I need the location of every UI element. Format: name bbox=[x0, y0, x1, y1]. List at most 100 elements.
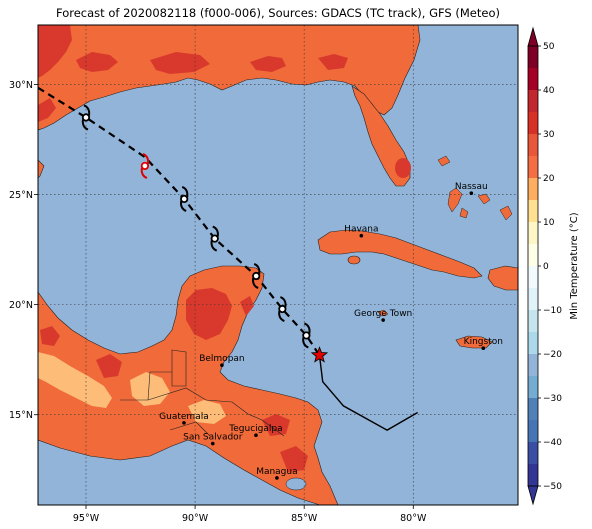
colorbar-band bbox=[528, 288, 538, 311]
land-us-gulf-coast bbox=[38, 25, 421, 131]
storm-arm-bottom bbox=[278, 310, 285, 322]
city-label: Belmopan bbox=[199, 354, 244, 364]
colorbar-band bbox=[528, 134, 538, 157]
map-frame bbox=[37, 24, 519, 506]
storm-arm-bottom bbox=[251, 277, 259, 289]
temperature-patch-yucatan bbox=[186, 288, 232, 340]
city-dot bbox=[254, 433, 258, 438]
map-gridlines bbox=[38, 25, 518, 505]
storm-symbol-icon bbox=[302, 322, 311, 349]
land-florida bbox=[351, 85, 411, 187]
city-label: Havana bbox=[344, 225, 378, 235]
colorbar-tick-label: −20 bbox=[543, 350, 562, 360]
colorbar-tick-label: 40 bbox=[543, 86, 555, 96]
storm-arm-bottom bbox=[81, 119, 89, 131]
tc-past-track bbox=[318, 355, 418, 431]
border-belize bbox=[171, 349, 187, 387]
city-label: Guatemala bbox=[159, 412, 209, 422]
colorbar-band bbox=[528, 222, 538, 245]
city-dot bbox=[469, 191, 474, 196]
storm-symbol-icon bbox=[140, 152, 150, 179]
storm-arm-top bbox=[181, 185, 189, 198]
land-bahamas-5 bbox=[437, 155, 451, 167]
temperature-patch-mexico-hot bbox=[40, 326, 60, 346]
temperature-patch-honduras-hot bbox=[262, 414, 290, 436]
lake-nicaragua bbox=[285, 477, 307, 491]
colorbar-band bbox=[528, 266, 538, 289]
land-mexico-west bbox=[38, 159, 45, 179]
storm-arm-bottom bbox=[210, 240, 218, 252]
storm-eye bbox=[210, 234, 219, 243]
colorbar-band bbox=[528, 90, 538, 113]
colorbar-tick-label: −10 bbox=[543, 306, 562, 316]
storm-eye bbox=[81, 113, 91, 122]
lat-tick-label: 30°N bbox=[9, 80, 33, 91]
land-hispaniola bbox=[487, 265, 518, 291]
storm-eye bbox=[278, 304, 287, 314]
colorbar-band bbox=[528, 420, 538, 443]
storm-symbol-icon bbox=[251, 263, 261, 289]
city-label: George Town bbox=[354, 309, 412, 319]
storm-eye bbox=[302, 331, 311, 340]
city-dot bbox=[381, 318, 385, 322]
lon-tick-label: 85°W bbox=[291, 513, 318, 524]
storm-arm-bottom bbox=[140, 167, 148, 179]
colorbar-band bbox=[528, 112, 538, 135]
colorbar-tick-label: −30 bbox=[543, 394, 562, 404]
city-label: Tegucigalpa bbox=[228, 424, 282, 434]
sea-pacific bbox=[38, 439, 321, 505]
city-dot bbox=[182, 421, 186, 425]
temperature-patch-north-5 bbox=[318, 54, 348, 70]
storm-eye bbox=[180, 194, 189, 204]
storm-symbol-icon bbox=[210, 225, 219, 252]
city-label: Kingston bbox=[464, 337, 503, 347]
colorbar-extend-bottom bbox=[527, 485, 539, 506]
colorbar-tick-label: 10 bbox=[543, 218, 555, 228]
lon-tick-label: 95°W bbox=[73, 513, 100, 524]
border-guatemala-honduras bbox=[147, 387, 285, 437]
colorbar-band bbox=[528, 68, 538, 91]
colorbar-band bbox=[528, 200, 538, 223]
land-jamaica bbox=[455, 335, 493, 349]
lon-tick-label: 90°W bbox=[182, 513, 209, 524]
storm-symbol-icon bbox=[179, 185, 189, 212]
colorbar-band bbox=[528, 398, 538, 421]
colorbar-label: Min Temperature (°C) bbox=[569, 212, 580, 319]
lon-tick-label: 80°W bbox=[400, 513, 427, 524]
map-axis-ticks: 95°W 90°W 85°W 80°W 15°N 20°N 25°N 30°N bbox=[9, 80, 427, 524]
land-bahamas-4 bbox=[499, 205, 513, 221]
city-label: Nassau bbox=[455, 182, 488, 192]
storm-arm-top bbox=[142, 152, 150, 165]
storm-arm-top bbox=[83, 104, 91, 116]
city-dot bbox=[210, 441, 215, 446]
tc-storm-symbols bbox=[81, 104, 311, 349]
temperature-patch-north-6 bbox=[38, 98, 56, 122]
colorbar-band bbox=[528, 332, 538, 355]
city-dot bbox=[481, 346, 486, 351]
colorbar-tick-label: −40 bbox=[543, 438, 562, 448]
temperature-patch-florida bbox=[395, 158, 411, 178]
colorbar-tick-label: 20 bbox=[543, 174, 555, 184]
temperature-patch-north bbox=[38, 25, 72, 78]
storm-arm-bottom bbox=[179, 200, 187, 212]
current-position-star bbox=[310, 346, 329, 363]
land-grand-cayman bbox=[377, 309, 389, 317]
border-el-salvador bbox=[169, 421, 211, 437]
city-label: San Salvador bbox=[183, 433, 243, 443]
colorbar-band bbox=[528, 244, 538, 267]
colorbar-band bbox=[528, 354, 538, 377]
lat-tick-label: 15°N bbox=[9, 410, 33, 421]
colorbar-band bbox=[528, 46, 538, 69]
colorbar-band bbox=[528, 310, 538, 333]
colorbar-tick-label: 0 bbox=[543, 262, 549, 272]
storm-symbol-icon bbox=[81, 104, 91, 131]
colorbar: 50 40 30 20 10 0 −10 −20 −30 −40 −50 Min Temperatur… bbox=[527, 26, 580, 506]
colorbar-tick-label: 50 bbox=[543, 42, 555, 52]
colorbar-band bbox=[528, 156, 538, 179]
storm-arm-top bbox=[212, 225, 219, 237]
city-dot bbox=[220, 363, 224, 367]
land-cuba bbox=[317, 229, 483, 279]
storm-arm-top bbox=[253, 263, 261, 275]
temperature-patch-yucatan-2 bbox=[240, 296, 254, 316]
